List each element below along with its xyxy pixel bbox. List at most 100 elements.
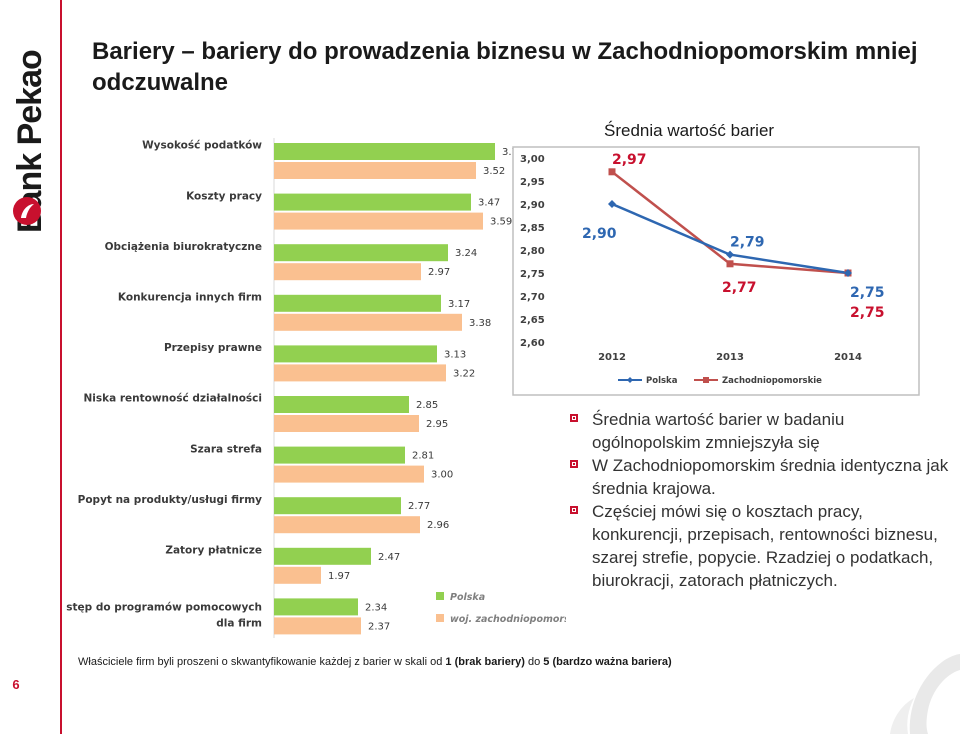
bar-zachodniopomorskie: [274, 263, 421, 281]
legend-label-zachodniopomorskie: woj. zachodniopomorskie: [450, 614, 566, 625]
y-tick-label: 2,95: [520, 177, 545, 188]
bullet-square-icon: [570, 414, 578, 422]
x-tick-label: 2013: [716, 352, 744, 363]
footnote-scale-low: 1 (brak bariery): [445, 656, 525, 668]
data-label-polska: 2,90: [582, 226, 617, 242]
legend-label-polska: Polska: [450, 592, 485, 603]
bar-polska: [274, 547, 371, 565]
legend-marker-zachodniopomorskie: [703, 377, 709, 383]
page-title: Bariery – bariery do prowadzenia biznesu…: [92, 38, 918, 96]
category-label: Niska rentowność działalności: [83, 393, 262, 405]
bar-zachodniopomorskie: [274, 313, 462, 331]
footnote-middle: do: [524, 656, 544, 668]
data-label-polska: 3.17: [448, 299, 470, 310]
bar-polska: [274, 446, 405, 464]
data-label-zachodniopomorskie: 1.97: [328, 571, 350, 582]
bullet-text: Średnia wartość barier w badaniu ogólnop…: [592, 410, 845, 452]
category-label: Obciążenia biurokratyczne: [105, 241, 262, 253]
legend-label-zachodniopomorskie: Zachodniopomorskie: [722, 376, 822, 386]
page-number: 6: [12, 677, 20, 692]
bullet-item: Średnia wartość barier w badaniu ogólnop…: [568, 408, 953, 454]
data-label-zachodniopomorskie: 2,77: [722, 280, 757, 296]
data-label-zachodniopomorskie: 3.22: [453, 368, 475, 379]
category-label: Wysokość podatków: [142, 140, 262, 152]
footnote: Właściciele firm byli proszeni o skwanty…: [78, 656, 672, 668]
bar-polska: [274, 598, 358, 616]
bar-polska: [274, 345, 437, 363]
data-label-polska: 2.85: [416, 400, 438, 411]
legend-swatch-polska: [436, 592, 444, 600]
category-label: dla firm: [216, 617, 262, 629]
bullet-text: Częściej mówi się o kosztach pracy, konk…: [592, 502, 938, 590]
data-label-zachodniopomorskie: 2,97: [612, 152, 647, 168]
bullet-square-icon: [570, 506, 578, 514]
bar-polska: [274, 294, 441, 312]
bar-zachodniopomorskie: [274, 516, 420, 534]
bar-zachodniopomorskie: [274, 364, 446, 382]
y-tick-label: 3,00: [520, 154, 545, 165]
y-tick-label: 2,80: [520, 246, 545, 257]
data-label-zachodniopomorskie: 3.59: [490, 217, 512, 228]
bullet-item: Częściej mówi się o kosztach pracy, konk…: [568, 500, 953, 592]
point-polska: [844, 269, 852, 277]
data-label-zachodniopomorskie: 2.95: [426, 419, 448, 430]
data-label-zachodniopomorskie: 3.52: [483, 166, 505, 177]
data-label-zachodniopomorskie: 2.37: [368, 621, 390, 632]
data-label-zachodniopomorskie: 3.38: [469, 318, 491, 329]
footnote-scale-high: 5 (bardzo ważna bariera): [543, 656, 672, 668]
legend-marker-polska: [627, 377, 633, 383]
y-tick-label: 2,85: [520, 223, 545, 234]
bar-polska: [274, 497, 401, 515]
data-label-zachodniopomorskie: 3.00: [431, 470, 453, 481]
point-zachodniopomorskie: [608, 168, 616, 176]
data-label-polska: 2.34: [365, 602, 387, 613]
y-tick-label: 2,70: [520, 292, 545, 303]
data-label-polska: 2,79: [730, 235, 765, 251]
y-tick-label: 2,75: [520, 269, 545, 280]
data-label-zachodniopomorskie: 2.96: [427, 520, 449, 531]
bar-zachodniopomorskie: [274, 465, 424, 483]
point-zachodniopomorskie: [726, 260, 734, 268]
bullet-item: W Zachodniopomorskim średnia identyczna …: [568, 454, 953, 500]
y-tick-label: 2,65: [520, 315, 545, 326]
data-label-polska: 3.13: [444, 349, 466, 360]
data-label-zachodniopomorskie: 2.97: [428, 267, 450, 278]
footnote-prefix: Właściciele firm byli proszeni o skwanty…: [78, 656, 446, 668]
y-tick-label: 2,90: [520, 200, 545, 211]
category-label: Szara strefa: [190, 443, 262, 455]
data-label-polska: 2.47: [378, 552, 400, 563]
category-label: Koszty pracy: [186, 190, 262, 202]
bar-polska: [274, 193, 471, 211]
bank-logo-icon: [13, 197, 41, 225]
bar-zachodniopomorskie: [274, 212, 483, 230]
bar-zachodniopomorskie: [274, 162, 476, 179]
bullet-text: W Zachodniopomorskim średnia identyczna …: [592, 456, 949, 498]
average-barriers-line-chart: 3,00 2,95 2,90 2,85 2,80 2,75 2,70 2,65 2,60 2012…: [512, 146, 920, 396]
data-label-zachodniopomorskie: 2,75: [850, 305, 885, 321]
line-chart-title: Średnia wartość barier: [604, 121, 775, 140]
legend-swatch-zachodniopomorskie: [436, 614, 444, 622]
category-label: Przepisy prawne: [164, 342, 262, 354]
x-tick-label: 2012: [598, 352, 626, 363]
point-polska: [608, 200, 616, 208]
y-tick-label: 2,60: [520, 338, 545, 349]
data-label-polska: 2,75: [850, 285, 885, 301]
bullet-list: Średnia wartość barier w badaniu ogólnop…: [568, 408, 953, 592]
bullet-square-icon: [570, 460, 578, 468]
bar-polska: [274, 396, 409, 413]
data-label-polska: 3.24: [455, 248, 477, 259]
point-polska: [726, 250, 734, 259]
bar-polska: [274, 143, 495, 160]
category-label: Dostęp do programów pomocowych: [66, 601, 262, 613]
bar-polska: [274, 244, 448, 262]
data-label-polska: 2.81: [412, 451, 434, 462]
bar-zachodniopomorskie: [274, 566, 321, 584]
bar-zachodniopomorskie: [274, 617, 361, 635]
brand-divider: [60, 0, 62, 734]
category-label: Popyt na produkty/usługi firmy: [78, 494, 263, 506]
category-label: Zatory płatnicze: [165, 545, 262, 557]
x-tick-label: 2014: [834, 352, 862, 363]
data-label-polska: 3.47: [478, 198, 500, 209]
legend-label-polska: Polska: [646, 376, 678, 386]
